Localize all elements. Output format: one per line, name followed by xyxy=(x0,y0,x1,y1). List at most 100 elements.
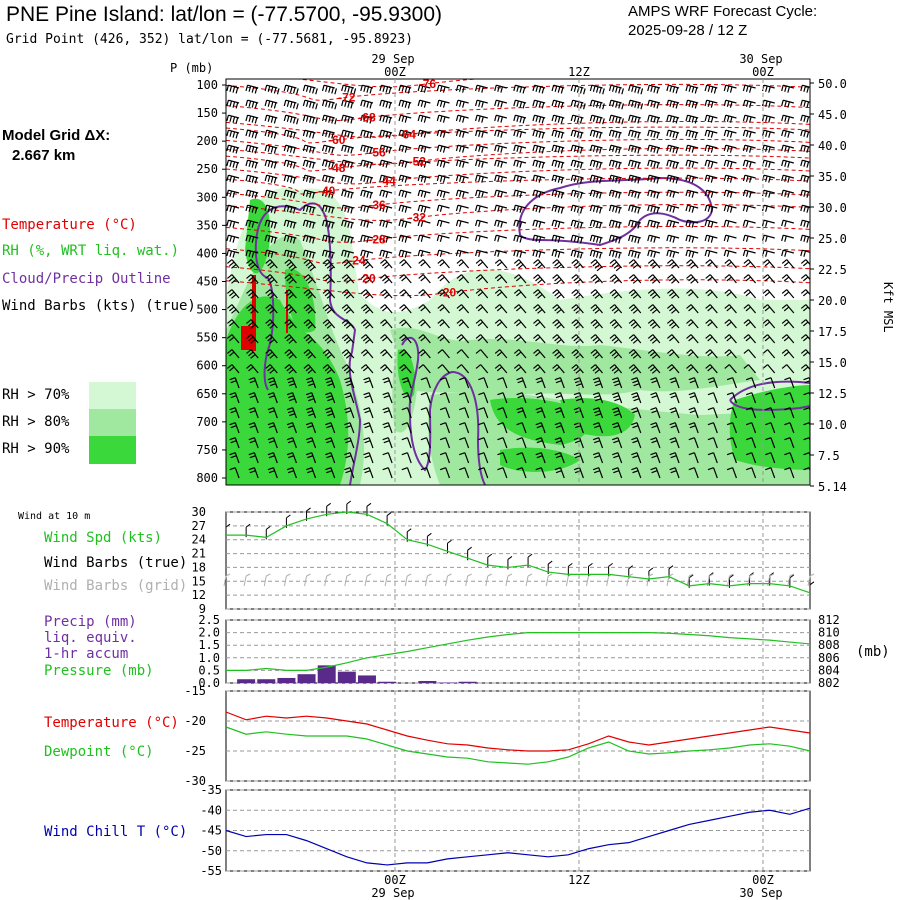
wind-barb xyxy=(647,289,661,299)
wind-barb xyxy=(513,99,527,109)
wind-barb xyxy=(650,437,661,449)
wind-barb xyxy=(800,274,810,282)
wind-barb xyxy=(513,234,527,243)
y-left-tick-label: 250 xyxy=(196,162,218,176)
wind-barb xyxy=(380,289,393,299)
wind-barb xyxy=(264,174,278,184)
wind-barb xyxy=(455,84,469,93)
wind-barb xyxy=(800,99,810,108)
wind-barb xyxy=(570,249,584,259)
wind-barb xyxy=(305,467,317,479)
wind-barb xyxy=(267,467,278,479)
wind-barb xyxy=(666,189,680,198)
y-right-axis-label: Kft MSL xyxy=(881,282,895,333)
wind-barb xyxy=(685,174,699,183)
wind-barb xyxy=(532,249,546,258)
wind-barb xyxy=(570,234,584,244)
wind-barb xyxy=(264,99,278,109)
wind-barb xyxy=(455,219,469,227)
precip-bar xyxy=(378,681,397,683)
y-right-tick-label: 7.5 xyxy=(818,449,840,463)
wind-barb xyxy=(535,467,546,479)
wind-barb xyxy=(745,452,757,464)
wind-barb xyxy=(669,407,680,419)
wind-barb xyxy=(474,144,488,153)
wind-barb xyxy=(513,274,527,284)
wind-barb xyxy=(631,392,642,404)
wind-barb xyxy=(341,274,355,284)
wind-barb xyxy=(723,204,737,213)
wind-barb xyxy=(455,144,469,153)
y-left-tick-label: 2.0 xyxy=(198,626,220,640)
wind-barb xyxy=(305,437,317,449)
isotherm-label: -56 xyxy=(368,145,386,159)
y-tick-label: 21 xyxy=(192,547,206,561)
wind-barb xyxy=(382,377,393,389)
wind-barb xyxy=(628,144,641,154)
wind-barb xyxy=(573,377,584,389)
wind-barb xyxy=(226,364,240,374)
wind-barb xyxy=(437,319,450,329)
wind-barb xyxy=(554,437,565,449)
wind-barb xyxy=(264,219,278,229)
wind-barb xyxy=(784,422,795,434)
wind-barb xyxy=(688,407,699,419)
wind-barb xyxy=(590,334,603,344)
wind-barb xyxy=(781,114,794,123)
y-right-tick-label: 45.0 xyxy=(818,108,847,122)
wind-barb xyxy=(762,289,776,299)
wind-barb xyxy=(628,304,642,314)
wind-barb xyxy=(380,334,393,344)
wind-barb xyxy=(628,159,641,169)
wind-barb xyxy=(800,319,810,327)
wind-barb xyxy=(608,159,622,169)
wind-barb xyxy=(532,174,546,183)
wind-barb xyxy=(436,114,450,123)
wind-barb xyxy=(589,99,605,110)
wind-barb xyxy=(321,114,338,125)
wind-barb xyxy=(360,289,374,299)
wind-barb xyxy=(631,452,642,464)
wind-barb xyxy=(246,289,259,299)
y-left-tick-label: 1.0 xyxy=(198,651,220,665)
wind-barb xyxy=(532,234,546,243)
wind-barb xyxy=(647,204,661,214)
wind-barb xyxy=(360,274,374,284)
isotherm-label: -72 xyxy=(338,90,356,104)
wind-barb-grid xyxy=(505,573,513,587)
wind-barb xyxy=(631,437,642,449)
wind-barb xyxy=(590,349,603,359)
page-title: PNE Pine Island: lat/lon = (-77.5700, -9… xyxy=(6,3,443,26)
wind-barb xyxy=(742,234,756,242)
wind-barb xyxy=(609,364,623,374)
wind-barb xyxy=(745,392,757,404)
wind-barb xyxy=(666,304,680,314)
wind-barb xyxy=(800,129,810,138)
wind-barb xyxy=(765,392,776,404)
wind-barb xyxy=(513,174,527,183)
wind-barb xyxy=(439,377,451,389)
isotherm-line xyxy=(226,147,810,165)
wind-barb xyxy=(286,422,297,434)
isotherm-line xyxy=(226,191,810,209)
wind-barb xyxy=(532,189,546,198)
wind-barb-grid xyxy=(726,573,734,587)
wind-barb xyxy=(551,129,565,139)
wind-barb xyxy=(284,364,297,374)
wind-barb xyxy=(723,114,737,123)
wind-barb xyxy=(647,189,661,199)
wind-barb xyxy=(399,349,412,359)
wind-barb xyxy=(267,407,278,419)
wind-barb xyxy=(533,364,546,374)
wind-barb xyxy=(781,159,794,168)
wind-barb xyxy=(418,334,431,344)
wind-barb xyxy=(570,189,584,199)
wind-barb xyxy=(669,392,680,404)
wind-barb xyxy=(417,174,431,183)
wind-barb xyxy=(322,334,336,344)
wind-barb xyxy=(647,249,661,258)
wind-barb xyxy=(475,334,489,344)
wind-barb xyxy=(398,144,412,153)
wind-barb xyxy=(283,204,297,214)
wind-barb xyxy=(761,144,775,153)
